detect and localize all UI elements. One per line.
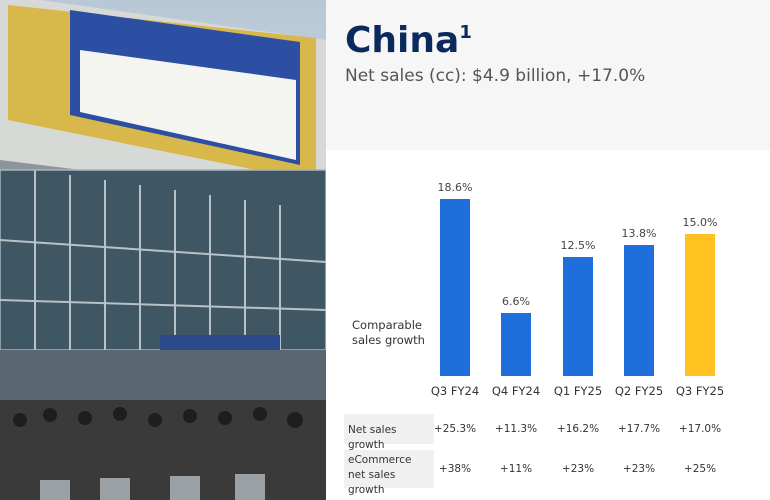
table-cell: +23% [622,463,656,475]
table-cell: +11.3% [494,423,538,435]
table-cell: +25% [683,463,717,475]
bar [440,199,470,376]
row-label: Net sales growth [348,424,397,451]
title-text: China [345,20,460,61]
value-label: 18.6% [437,181,473,195]
table-cell: +23% [561,463,595,475]
footnote-mark: 1 [459,22,472,43]
table-row-bg [344,414,434,444]
x-tick-label: Q2 FY25 [614,384,664,398]
subtitle: Net sales (cc): $4.9 billion, +17.0% [345,66,646,86]
value-label: 13.8% [621,226,657,240]
row-label: eCommerce net sales growth [348,454,412,496]
table-cell: +16.2% [556,423,600,435]
table-cell: +25.3% [433,423,477,435]
bar [685,233,715,376]
table-cell: +17.0% [678,423,722,435]
value-label: 12.5% [560,239,596,253]
bar [563,257,593,376]
x-tick-label: Q3 FY24 [430,384,480,398]
table-row-bg [344,450,434,488]
title: China1 [345,20,472,61]
bar [501,313,531,376]
table-cell: +11% [499,463,533,475]
header-bg [326,0,770,150]
y-axis-label: Comparable sales growth [352,318,425,347]
table-cell: +17.7% [617,423,661,435]
bar [624,244,654,376]
table-cell: +38% [438,463,472,475]
x-tick-label: Q1 FY25 [553,384,603,398]
value-label: 6.6% [502,295,530,309]
value-label: 15.0% [682,215,718,229]
store-photo [0,0,326,500]
x-tick-label: Q3 FY25 [675,384,725,398]
x-tick-label: Q4 FY24 [491,384,541,398]
